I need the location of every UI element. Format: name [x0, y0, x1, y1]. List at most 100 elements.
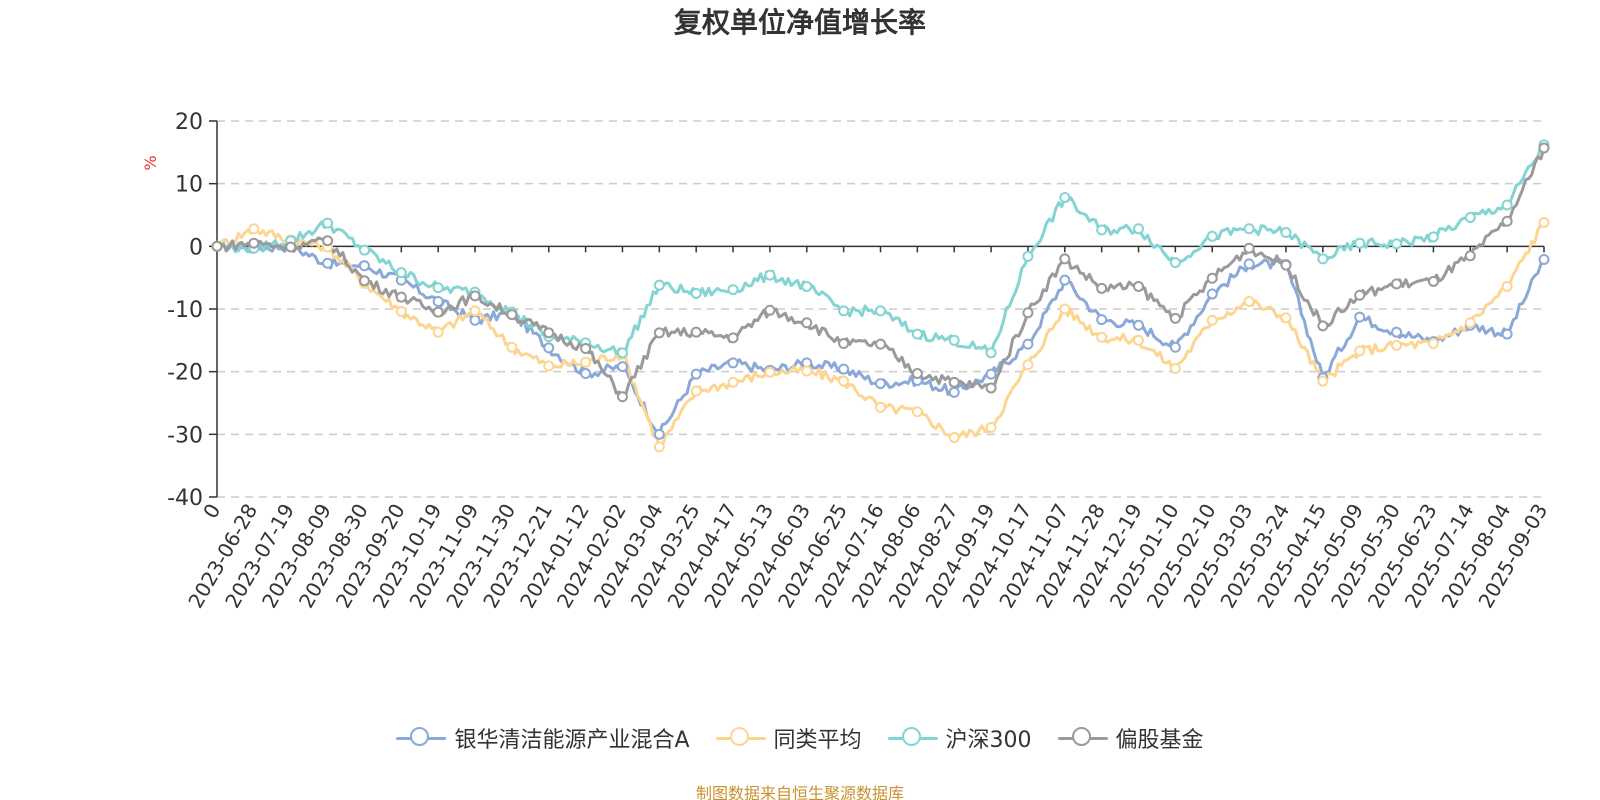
data-point[interactable]: [690, 287, 702, 299]
data-point[interactable]: [985, 421, 997, 433]
data-point[interactable]: [543, 342, 555, 354]
data-point[interactable]: [1022, 307, 1034, 319]
data-point[interactable]: [469, 290, 481, 302]
data-point[interactable]: [653, 279, 665, 291]
legend-item-1[interactable]: 同类平均: [715, 722, 862, 754]
data-point[interactable]: [432, 306, 444, 318]
data-point[interactable]: [543, 327, 555, 339]
data-point[interactable]: [1059, 191, 1071, 203]
data-point[interactable]: [801, 280, 813, 292]
data-point[interactable]: [1022, 338, 1034, 350]
data-point[interactable]: [985, 347, 997, 359]
data-point[interactable]: [432, 326, 444, 338]
data-point[interactable]: [653, 327, 665, 339]
data-point[interactable]: [1096, 224, 1108, 236]
data-point[interactable]: [1464, 250, 1476, 262]
data-point[interactable]: [616, 361, 628, 373]
data-point[interactable]: [1538, 142, 1550, 154]
data-point[interactable]: [211, 240, 223, 252]
data-point[interactable]: [1280, 259, 1292, 271]
data-point[interactable]: [432, 282, 444, 294]
data-point[interactable]: [1169, 363, 1181, 375]
data-point[interactable]: [838, 363, 850, 375]
data-point[interactable]: [1354, 311, 1366, 323]
data-point[interactable]: [764, 304, 776, 316]
data-point[interactable]: [1354, 289, 1366, 301]
data-point[interactable]: [838, 337, 850, 349]
data-point[interactable]: [875, 378, 886, 390]
data-point[interactable]: [580, 342, 592, 354]
data-point[interactable]: [1059, 274, 1071, 286]
data-point[interactable]: [1022, 250, 1034, 262]
data-point[interactable]: [1059, 253, 1071, 265]
data-point[interactable]: [395, 306, 407, 318]
data-point[interactable]: [727, 357, 739, 369]
data-point[interactable]: [1169, 257, 1181, 269]
data-point[interactable]: [948, 431, 960, 443]
data-point[interactable]: [727, 332, 739, 344]
data-point[interactable]: [1022, 359, 1034, 371]
data-point[interactable]: [1427, 275, 1439, 287]
data-point[interactable]: [616, 347, 628, 359]
data-point[interactable]: [1501, 215, 1513, 227]
data-point[interactable]: [395, 267, 407, 279]
data-point[interactable]: [764, 269, 776, 281]
data-point[interactable]: [469, 305, 481, 317]
data-point[interactable]: [1501, 328, 1513, 340]
data-point[interactable]: [1354, 345, 1366, 357]
data-point[interactable]: [1317, 320, 1329, 332]
data-point[interactable]: [1096, 331, 1108, 343]
data-point[interactable]: [358, 275, 370, 287]
data-point[interactable]: [838, 305, 850, 317]
data-point[interactable]: [432, 295, 444, 307]
data-point[interactable]: [580, 356, 592, 368]
data-point[interactable]: [985, 368, 997, 380]
data-point[interactable]: [1133, 223, 1145, 235]
data-point[interactable]: [690, 368, 702, 380]
data-point[interactable]: [580, 368, 592, 380]
data-point[interactable]: [875, 305, 886, 317]
data-point[interactable]: [1538, 253, 1550, 265]
data-point[interactable]: [1243, 295, 1255, 307]
data-point[interactable]: [358, 260, 370, 272]
data-point[interactable]: [506, 341, 518, 353]
data-point[interactable]: [1427, 337, 1439, 349]
data-point[interactable]: [948, 386, 960, 398]
data-point[interactable]: [1169, 341, 1181, 353]
data-point[interactable]: [801, 365, 813, 377]
data-point[interactable]: [727, 284, 739, 296]
data-point[interactable]: [1427, 231, 1439, 243]
data-point[interactable]: [1059, 303, 1071, 315]
data-point[interactable]: [1391, 339, 1403, 351]
data-point[interactable]: [875, 401, 886, 413]
data-point[interactable]: [1391, 278, 1403, 290]
data-point[interactable]: [1206, 314, 1218, 326]
data-point[interactable]: [985, 382, 997, 394]
data-point[interactable]: [1501, 280, 1513, 292]
data-point[interactable]: [653, 441, 665, 453]
data-point[interactable]: [1133, 334, 1145, 346]
data-point[interactable]: [1243, 223, 1255, 235]
data-point[interactable]: [616, 391, 628, 403]
data-point[interactable]: [1538, 217, 1550, 229]
data-point[interactable]: [948, 334, 960, 346]
data-point[interactable]: [248, 223, 260, 235]
data-point[interactable]: [911, 406, 923, 418]
data-point[interactable]: [322, 235, 334, 247]
data-point[interactable]: [838, 375, 850, 387]
data-point[interactable]: [1280, 227, 1292, 239]
data-point[interactable]: [1206, 272, 1218, 284]
data-point[interactable]: [690, 326, 702, 338]
data-point[interactable]: [764, 366, 776, 378]
data-point[interactable]: [1206, 230, 1218, 242]
data-point[interactable]: [1169, 312, 1181, 324]
data-point[interactable]: [1206, 288, 1218, 300]
data-point[interactable]: [1464, 212, 1476, 224]
data-point[interactable]: [285, 241, 297, 253]
data-point[interactable]: [1280, 312, 1292, 324]
legend-item-0[interactable]: 银华清洁能源产业混合A: [396, 722, 690, 754]
data-point[interactable]: [948, 376, 960, 388]
data-point[interactable]: [322, 257, 334, 269]
data-point[interactable]: [1464, 317, 1476, 329]
data-point[interactable]: [875, 338, 886, 350]
